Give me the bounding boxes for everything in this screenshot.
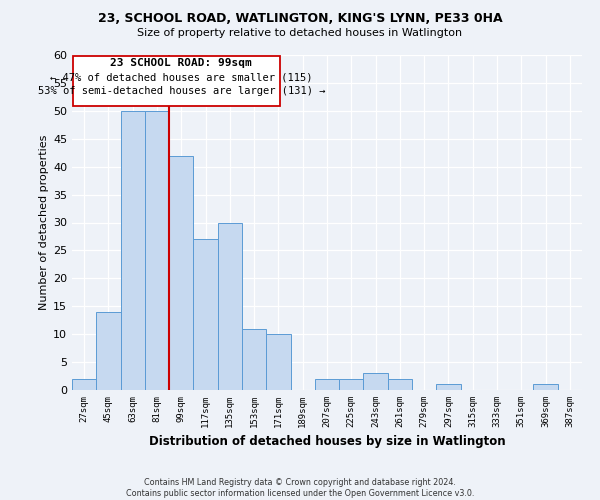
Bar xyxy=(218,222,242,390)
Bar xyxy=(145,111,169,390)
Bar xyxy=(193,240,218,390)
Text: Size of property relative to detached houses in Watlington: Size of property relative to detached ho… xyxy=(137,28,463,38)
Bar xyxy=(533,384,558,390)
Bar xyxy=(72,379,96,390)
Bar xyxy=(315,379,339,390)
Bar xyxy=(436,384,461,390)
Text: ← 47% of detached houses are smaller (115): ← 47% of detached houses are smaller (11… xyxy=(50,72,313,83)
Text: 23, SCHOOL ROAD, WATLINGTON, KING'S LYNN, PE33 0HA: 23, SCHOOL ROAD, WATLINGTON, KING'S LYNN… xyxy=(98,12,502,26)
Bar xyxy=(96,312,121,390)
Bar xyxy=(339,379,364,390)
Text: Contains HM Land Registry data © Crown copyright and database right 2024.
Contai: Contains HM Land Registry data © Crown c… xyxy=(126,478,474,498)
Text: 23 SCHOOL ROAD: 99sqm: 23 SCHOOL ROAD: 99sqm xyxy=(110,58,252,68)
Text: 53% of semi-detached houses are larger (131) →: 53% of semi-detached houses are larger (… xyxy=(38,86,325,97)
Bar xyxy=(364,373,388,390)
FancyBboxPatch shape xyxy=(73,56,280,106)
Bar xyxy=(266,334,290,390)
Bar xyxy=(388,379,412,390)
X-axis label: Distribution of detached houses by size in Watlington: Distribution of detached houses by size … xyxy=(149,436,505,448)
Y-axis label: Number of detached properties: Number of detached properties xyxy=(39,135,49,310)
Bar xyxy=(169,156,193,390)
Bar xyxy=(121,111,145,390)
Bar xyxy=(242,328,266,390)
